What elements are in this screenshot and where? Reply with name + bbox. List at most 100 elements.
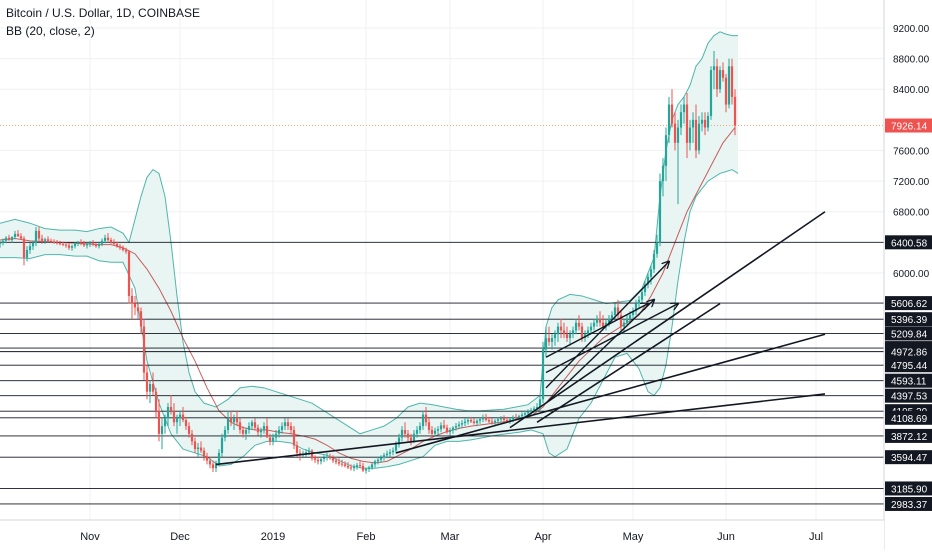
candle (463, 418, 467, 427)
trend-arrow[interactable] (545, 304, 678, 374)
candle-body (133, 303, 137, 308)
level-tag-label: 4972.86 (891, 348, 928, 359)
candle (67, 243, 71, 251)
candle-body (100, 240, 104, 244)
level-tag (885, 496, 932, 511)
candle (241, 426, 245, 438)
candle-body (190, 433, 194, 442)
candle (64, 242, 68, 248)
trend-line[interactable] (536, 302, 721, 423)
trend-arrow[interactable] (545, 300, 654, 404)
trend-arrow[interactable] (545, 262, 669, 389)
candle-body (565, 334, 569, 339)
candle-body (181, 414, 185, 420)
candle (475, 419, 479, 427)
candle (208, 456, 212, 469)
trend-line[interactable] (509, 211, 826, 429)
candle (289, 422, 293, 434)
candle (142, 318, 146, 381)
candle-body (148, 384, 152, 392)
candle (367, 465, 371, 473)
candle (391, 447, 395, 456)
candle (16, 230, 20, 237)
candle (379, 455, 383, 463)
candle-body (343, 464, 347, 466)
candle (22, 236, 26, 266)
candle (427, 418, 431, 434)
candle (415, 426, 419, 438)
candle (616, 299, 620, 319)
candle (421, 410, 425, 430)
candle (406, 429, 410, 442)
candle (448, 427, 452, 436)
level-tag (885, 312, 932, 327)
candle (691, 112, 695, 143)
candle (439, 422, 443, 433)
candle (589, 322, 593, 335)
candle (373, 459, 377, 468)
candle-body (46, 239, 50, 241)
trend-arrow[interactable] (545, 304, 648, 358)
candle-body (568, 334, 572, 339)
candle (646, 272, 650, 289)
candle-body (532, 408, 536, 411)
indicator-label[interactable]: BB (20, close, 2) (6, 24, 95, 38)
trend-line-drawings[interactable] (215, 211, 826, 466)
candle-body (625, 318, 629, 323)
candle (682, 96, 686, 124)
candle-body (166, 406, 170, 419)
candle (670, 89, 674, 128)
candle-body (655, 242, 659, 254)
candle-body (508, 419, 512, 421)
candle (571, 326, 575, 339)
candle-body (232, 418, 236, 423)
candle (229, 410, 233, 427)
candle-body (328, 456, 332, 459)
candle-body (244, 429, 248, 434)
candle-body (325, 456, 329, 458)
candle-body (67, 245, 71, 248)
candle-body (397, 437, 401, 445)
candle-body (517, 416, 521, 418)
candle-body (280, 426, 284, 430)
candle (544, 326, 548, 358)
candle (559, 318, 563, 339)
candle-body (463, 421, 467, 424)
candle-body (211, 464, 215, 469)
candle-body (361, 465, 365, 471)
level-tag-label: 5606.62 (891, 299, 928, 310)
candle-body (556, 326, 560, 335)
candle (76, 240, 80, 247)
candle (679, 104, 683, 136)
candle (343, 461, 347, 468)
price-axis[interactable]: 9200.00 8800.00 8400.00 7600.00 7200.00 6800.… (883, 0, 932, 550)
candle (13, 230, 17, 240)
candle (313, 455, 317, 463)
candle-body (316, 459, 320, 462)
candle (97, 242, 101, 249)
candle-body (139, 311, 143, 327)
candle (430, 426, 434, 438)
candle (250, 419, 254, 430)
candle (403, 422, 407, 438)
candle-body (214, 462, 218, 469)
candle (58, 240, 62, 246)
candle (547, 326, 551, 346)
candle-body (520, 414, 524, 417)
candle (184, 416, 188, 430)
price-tick-label: 9200.00 (893, 24, 930, 35)
candle (658, 173, 662, 247)
candle-body (142, 326, 146, 373)
time-axis[interactable]: Nov Dec 2019 Feb Mar Apr May Jun Jul (0, 519, 884, 550)
candle-body (373, 461, 377, 465)
candle (568, 330, 572, 346)
candle-body (82, 243, 86, 246)
candle-body (679, 112, 683, 128)
candle (484, 413, 488, 422)
candle (226, 410, 230, 434)
candle-body (457, 424, 461, 427)
trend-line[interactable] (215, 393, 826, 466)
trend-line[interactable] (395, 333, 826, 454)
